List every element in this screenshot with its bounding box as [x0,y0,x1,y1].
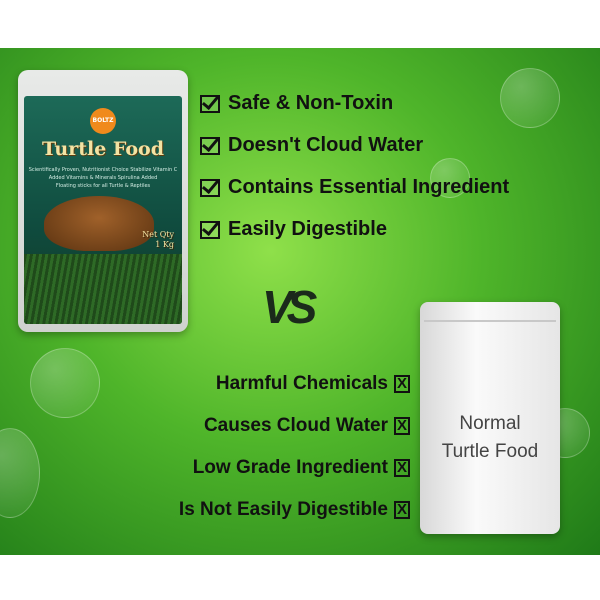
net-quantity: Net Qty 1 Kg [142,230,174,249]
x-mark-icon: X [394,417,410,435]
x-mark-icon: X [394,375,410,393]
drawback-item: Causes Cloud Water X [204,415,410,437]
package-title: Turtle Food [42,138,164,160]
benefit-item: Easily Digestible [200,218,387,241]
turtle-image [44,196,154,251]
drawback-item: Low Grade Ingredient X [193,457,410,479]
x-mark-icon: X [394,501,410,519]
checkmark-icon [200,94,220,113]
package-subtitle: Scientifically Proven, Nutritionist Choi… [28,167,178,189]
normal-food-bag: Normal Turtle Food [420,302,560,534]
drawback-item: Harmful Chemicals X [216,373,410,395]
vs-label: VS [262,281,317,333]
checkmark-icon [200,220,220,239]
checkmark-icon [200,178,220,197]
benefit-item: Contains Essential Ingredient [200,176,509,199]
drawback-item: Is Not Easily Digestible X [179,499,410,521]
checkmark-icon [200,136,220,155]
benefit-item: Doesn't Cloud Water [200,134,423,157]
pellets-image [24,254,182,324]
competitor-label: Normal Turtle Food [441,413,539,462]
brand-logo: BOLTZ [90,108,116,134]
benefit-item: Safe & Non-Toxin [200,92,393,115]
turtle-food-package: BOLTZ Turtle Food Scientifically Proven,… [18,70,188,332]
x-mark-icon: X [394,459,410,477]
